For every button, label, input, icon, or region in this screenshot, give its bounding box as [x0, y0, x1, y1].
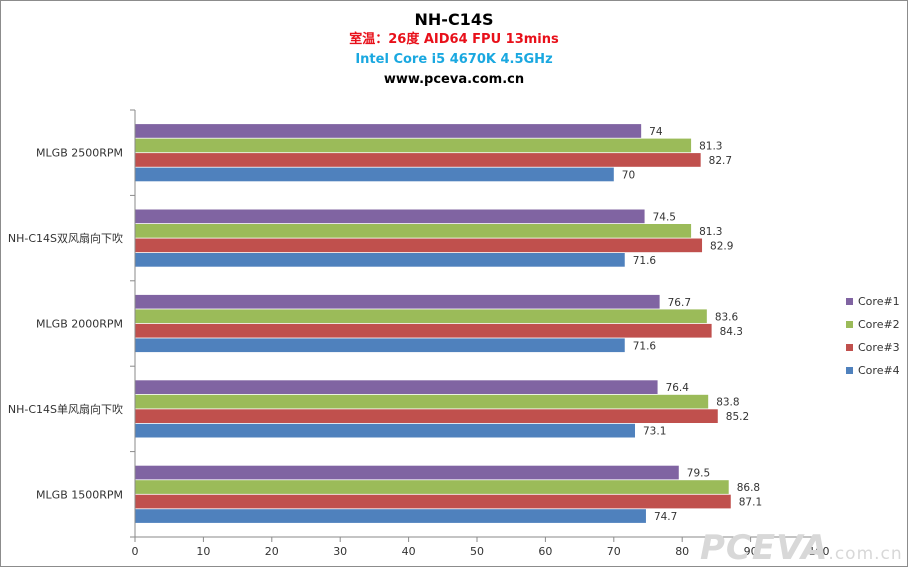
bar-core-3 [135, 153, 701, 167]
x-tick-label: 30 [333, 545, 347, 558]
legend-swatch [846, 298, 853, 305]
bar-core-1 [135, 209, 645, 224]
x-tick-label: 90 [744, 545, 758, 558]
data-label: 74.5 [653, 211, 676, 223]
data-label: 76.4 [666, 382, 690, 394]
data-label: 87.1 [739, 497, 762, 509]
data-label: 74.7 [654, 511, 677, 523]
x-tick-label: 60 [538, 545, 552, 558]
category-label: NH-C14S单风扇向下吹 [8, 402, 123, 416]
pceva-watermark: PCEVA.com.cn [700, 528, 903, 568]
bar-core-1 [135, 380, 658, 394]
legend-item: Core#3 [846, 336, 900, 359]
data-label: 85.2 [726, 411, 749, 423]
chart-subtitle-conditions: 室温：26度 AID64 FPU 13mins [349, 32, 559, 47]
legend-label: Core#3 [858, 341, 900, 354]
bar-core-1 [135, 124, 642, 138]
data-label: 71.6 [633, 340, 657, 352]
legend-label: Core#2 [858, 318, 900, 331]
bar-core-4 [135, 509, 646, 523]
legend-swatch [846, 321, 853, 328]
x-tick-label: 50 [470, 545, 484, 558]
data-label: 70 [622, 169, 635, 181]
chart-subtitle-site: www.pceva.com.cn [383, 72, 525, 87]
data-label: 83.6 [715, 311, 739, 323]
bar-core-3 [135, 494, 731, 509]
chart-legend: Core#1 Core#2 Core#3 Core#4 [846, 290, 900, 382]
bar-core-2 [135, 309, 707, 324]
data-label: 81.3 [699, 140, 722, 152]
x-tick-label: 80 [675, 545, 689, 558]
bar-core-3 [135, 323, 712, 338]
x-tick-label: 10 [196, 545, 210, 558]
legend-item: Core#1 [846, 290, 900, 313]
data-label: 79.5 [687, 468, 710, 480]
bar-core-2 [135, 138, 692, 153]
data-label: 84.3 [720, 326, 743, 338]
legend-item: Core#4 [846, 359, 900, 382]
chart-title: NH-C14S [414, 10, 494, 29]
category-label: NH-C14S双风扇向下吹 [8, 231, 123, 245]
bar-core-3 [135, 409, 718, 423]
bar-core-4 [135, 253, 625, 267]
data-label: 82.9 [710, 240, 733, 252]
legend-label: Core#1 [858, 295, 900, 308]
category-label: MLGB 1500RPM [36, 488, 123, 501]
legend-label: Core#4 [858, 364, 900, 377]
data-label: 86.8 [737, 482, 760, 494]
bar-core-3 [135, 238, 703, 253]
bar-core-2 [135, 224, 692, 238]
data-label: 81.3 [699, 226, 722, 238]
legend-swatch [846, 344, 853, 351]
category-label: MLGB 2500RPM [36, 147, 123, 160]
legend-item: Core#2 [846, 313, 900, 336]
x-tick-label: 40 [402, 545, 416, 558]
data-label: 71.6 [633, 255, 657, 267]
category-label: MLGB 2000RPM [36, 318, 123, 331]
bar-core-1 [135, 465, 679, 480]
x-tick-label: 20 [265, 545, 279, 558]
bar-core-1 [135, 294, 660, 309]
data-label: 74 [649, 126, 663, 138]
bar-core-4 [135, 338, 625, 353]
bar-core-2 [135, 394, 709, 409]
x-tick-label: 100 [809, 545, 830, 558]
data-label: 76.7 [668, 297, 691, 309]
data-label: 73.1 [643, 426, 666, 438]
bar-core-4 [135, 423, 636, 438]
x-tick-label: 0 [132, 545, 139, 558]
data-label: 82.7 [709, 155, 732, 167]
chart-subtitle-cpu: Intel Core i5 4670K 4.5GHz [355, 52, 553, 67]
data-label: 83.8 [716, 397, 739, 409]
legend-swatch [846, 367, 853, 374]
bar-core-2 [135, 480, 729, 494]
chart-titles: NH-C14S 室温：26度 AID64 FPU 13mins Intel Co… [0, 10, 908, 90]
bar-core-4 [135, 167, 614, 182]
x-tick-label: 70 [607, 545, 621, 558]
